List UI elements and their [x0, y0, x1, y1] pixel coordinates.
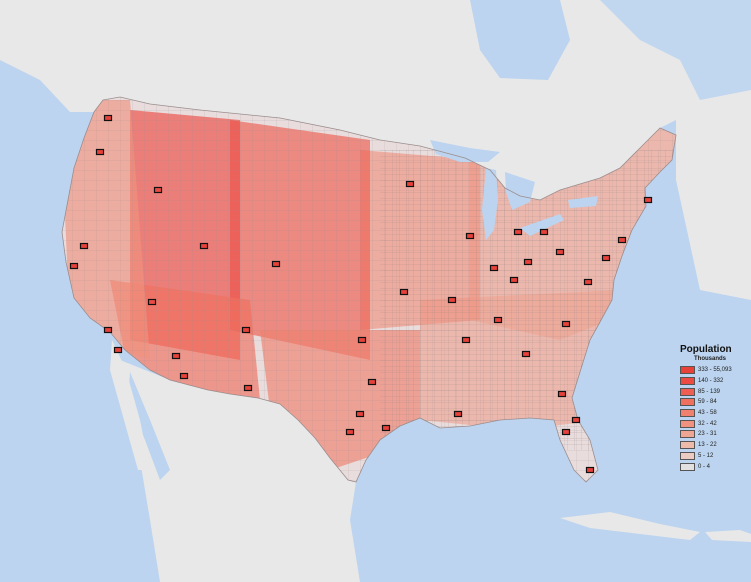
metro-area-washington [583, 278, 593, 286]
legend-label: 0 - 4 [698, 463, 711, 470]
metro-area-cincinnati [509, 276, 519, 284]
metro-area-albuquerque [241, 326, 251, 334]
legend-class: 5 - 12 [680, 451, 748, 462]
legend-swatch [680, 419, 695, 428]
legend-class: 43 - 58 [680, 408, 748, 419]
metro-area-charlotte [561, 320, 571, 328]
metro-area-houston [381, 424, 391, 432]
metro-area-chicago [465, 232, 475, 240]
lake-huron [505, 172, 535, 210]
legend: Population Thousands 333 - 55,093 140 - … [680, 344, 748, 472]
legend-label: 5 - 12 [698, 452, 714, 459]
metro-area-philadelphia [601, 254, 611, 262]
metro-area-tucson [179, 372, 189, 380]
legend-subtitle: Thousands [694, 356, 727, 362]
lake-ontario [568, 196, 598, 208]
metro-area-oklahoma-city [357, 336, 367, 344]
metro-area-san-antonio [345, 428, 355, 436]
legend-class: 32 - 42 [680, 418, 748, 429]
metro-area-orlando [571, 416, 581, 424]
metro-area-dallas [367, 378, 377, 386]
arctic-water [600, 0, 751, 100]
legend-swatch [680, 366, 695, 375]
legend-swatch [680, 430, 695, 439]
legend-swatch [680, 398, 695, 407]
metro-area-cleveland [539, 228, 549, 236]
metro-area-boise [153, 186, 163, 194]
metro-area-new-orleans [453, 410, 463, 418]
metro-area-el-paso [243, 384, 253, 392]
legend-class: 333 - 55,093 [680, 365, 748, 376]
metro-area-phoenix [171, 352, 181, 360]
metro-area-denver [271, 260, 281, 268]
legend-label: 13 - 22 [698, 442, 717, 449]
legend-swatch [680, 441, 695, 450]
legend-label: 333 - 55,093 [698, 367, 732, 374]
legend-class: 140 - 332 [680, 376, 748, 387]
baja-peninsula [110, 340, 150, 470]
metro-area-new-york [617, 236, 627, 244]
mexico-landmass [120, 360, 360, 582]
legend-class: 0 - 4 [680, 461, 748, 472]
lake-michigan [482, 168, 498, 240]
legend-class: 59 - 84 [680, 397, 748, 408]
metro-area-memphis [461, 336, 471, 344]
metro-area-seattle [103, 114, 113, 122]
legend-swatch [680, 409, 695, 418]
hudson-bay-water [470, 0, 570, 80]
legend-class: 23 - 31 [680, 429, 748, 440]
metro-area-boston [643, 196, 653, 204]
metro-area-pittsburgh [555, 248, 565, 256]
metro-area-atlanta [521, 350, 531, 358]
legend-label: 85 - 139 [698, 388, 721, 395]
metro-area-jacksonville [557, 390, 567, 398]
metro-area-las-vegas [147, 298, 157, 306]
hispaniola-landmass [705, 530, 751, 542]
legend-class: 13 - 22 [680, 440, 748, 451]
gulf-of-california [128, 372, 170, 480]
metro-area-austin [355, 410, 365, 418]
metro-area-indianapolis [489, 264, 499, 272]
metro-area-portland [95, 148, 105, 156]
metro-area-san-diego [113, 346, 123, 354]
legend-label: 23 - 31 [698, 431, 717, 438]
legend-label: 32 - 42 [698, 420, 717, 427]
legend-label: 140 - 332 [698, 378, 724, 385]
metro-area-columbus [523, 258, 533, 266]
metro-area-miami [585, 466, 595, 474]
legend-class: 85 - 139 [680, 386, 748, 397]
cuba-landmass [560, 512, 700, 540]
legend-swatch [680, 387, 695, 396]
lake-erie [520, 214, 564, 236]
metro-area-san-francisco [69, 262, 79, 270]
metro-area-minneapolis [405, 180, 415, 188]
canada-landmass [0, 0, 751, 300]
metro-area-st-louis [447, 296, 457, 304]
legend-swatch [680, 377, 695, 386]
metro-area-salt-lake-city [199, 242, 209, 250]
lake-superior [430, 140, 500, 162]
legend-classes: 333 - 55,093 140 - 332 85 - 139 59 - 84 … [680, 365, 748, 472]
metro-area-los-angeles [103, 326, 113, 334]
legend-swatch [680, 462, 695, 471]
metro-area-tampa [561, 428, 571, 436]
metro-area-sacramento [79, 242, 89, 250]
metro-area-kansas-city [399, 288, 409, 296]
legend-swatch [680, 451, 695, 460]
legend-title: Population [680, 344, 732, 355]
metro-area-detroit [513, 228, 523, 236]
legend-label: 59 - 84 [698, 399, 717, 406]
legend-label: 43 - 58 [698, 410, 717, 417]
metro-area-nashville [493, 316, 503, 324]
